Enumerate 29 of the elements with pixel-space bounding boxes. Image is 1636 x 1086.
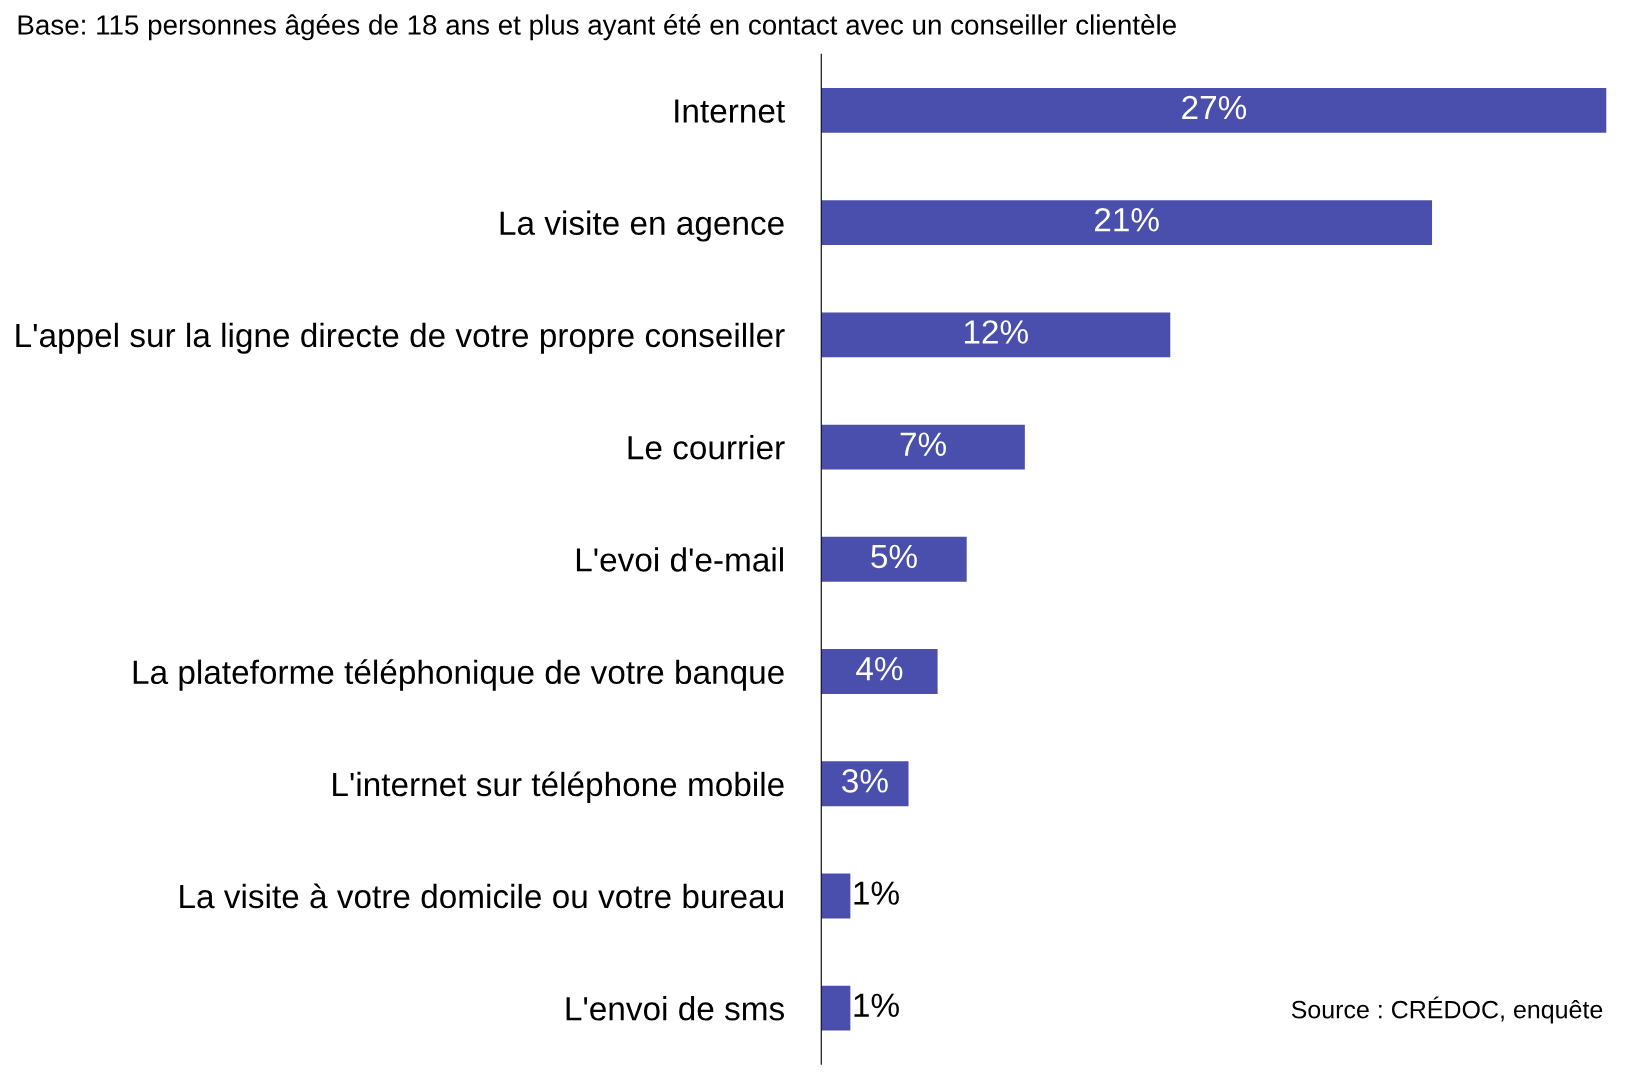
bar bbox=[821, 424, 1025, 470]
data-label: 12% bbox=[964, 320, 1028, 344]
y-tick-label: Le courrier bbox=[628, 434, 785, 460]
data-label: 1% bbox=[854, 881, 899, 905]
bar bbox=[821, 649, 938, 694]
y-tick-label: La visite à votre domicile ou votre bureau bbox=[180, 883, 783, 909]
data-label: 27% bbox=[1182, 95, 1247, 120]
bar bbox=[821, 87, 1607, 133]
data-label: 7% bbox=[900, 432, 946, 456]
bar bbox=[821, 536, 967, 582]
data-label: 1% bbox=[854, 993, 899, 1017]
y-tick-label: L'internet sur téléphone mobile bbox=[333, 771, 784, 803]
data-label: 3% bbox=[842, 769, 888, 793]
bar bbox=[821, 761, 909, 807]
y-tick-label: L'envoi de sms bbox=[566, 996, 784, 1021]
data-label: 5% bbox=[871, 544, 917, 569]
bar bbox=[821, 985, 851, 1031]
data-label: 21% bbox=[1094, 207, 1159, 232]
y-tick-label: Internet bbox=[675, 99, 785, 123]
annotation: Source : CRÉDOC, enquête bbox=[1291, 996, 1603, 1024]
y-tick-label: L'appel sur la ligne directe de votre propre conseiller bbox=[16, 322, 785, 354]
y-tick-label: La visite en agence bbox=[500, 210, 784, 242]
bar bbox=[821, 200, 1433, 246]
bar bbox=[821, 312, 1171, 358]
y-tick-label: L'evoi d'e-mail bbox=[576, 547, 783, 572]
y-tick-label: La plateforme téléphonique de votre banque bbox=[133, 659, 784, 691]
bar bbox=[821, 873, 851, 919]
text: Base: 115 personnes âgées de 18 ans et plus ayant été en contact avec un conseiller clientèle bbox=[18, 14, 1176, 41]
data-label: 4% bbox=[856, 657, 903, 681]
